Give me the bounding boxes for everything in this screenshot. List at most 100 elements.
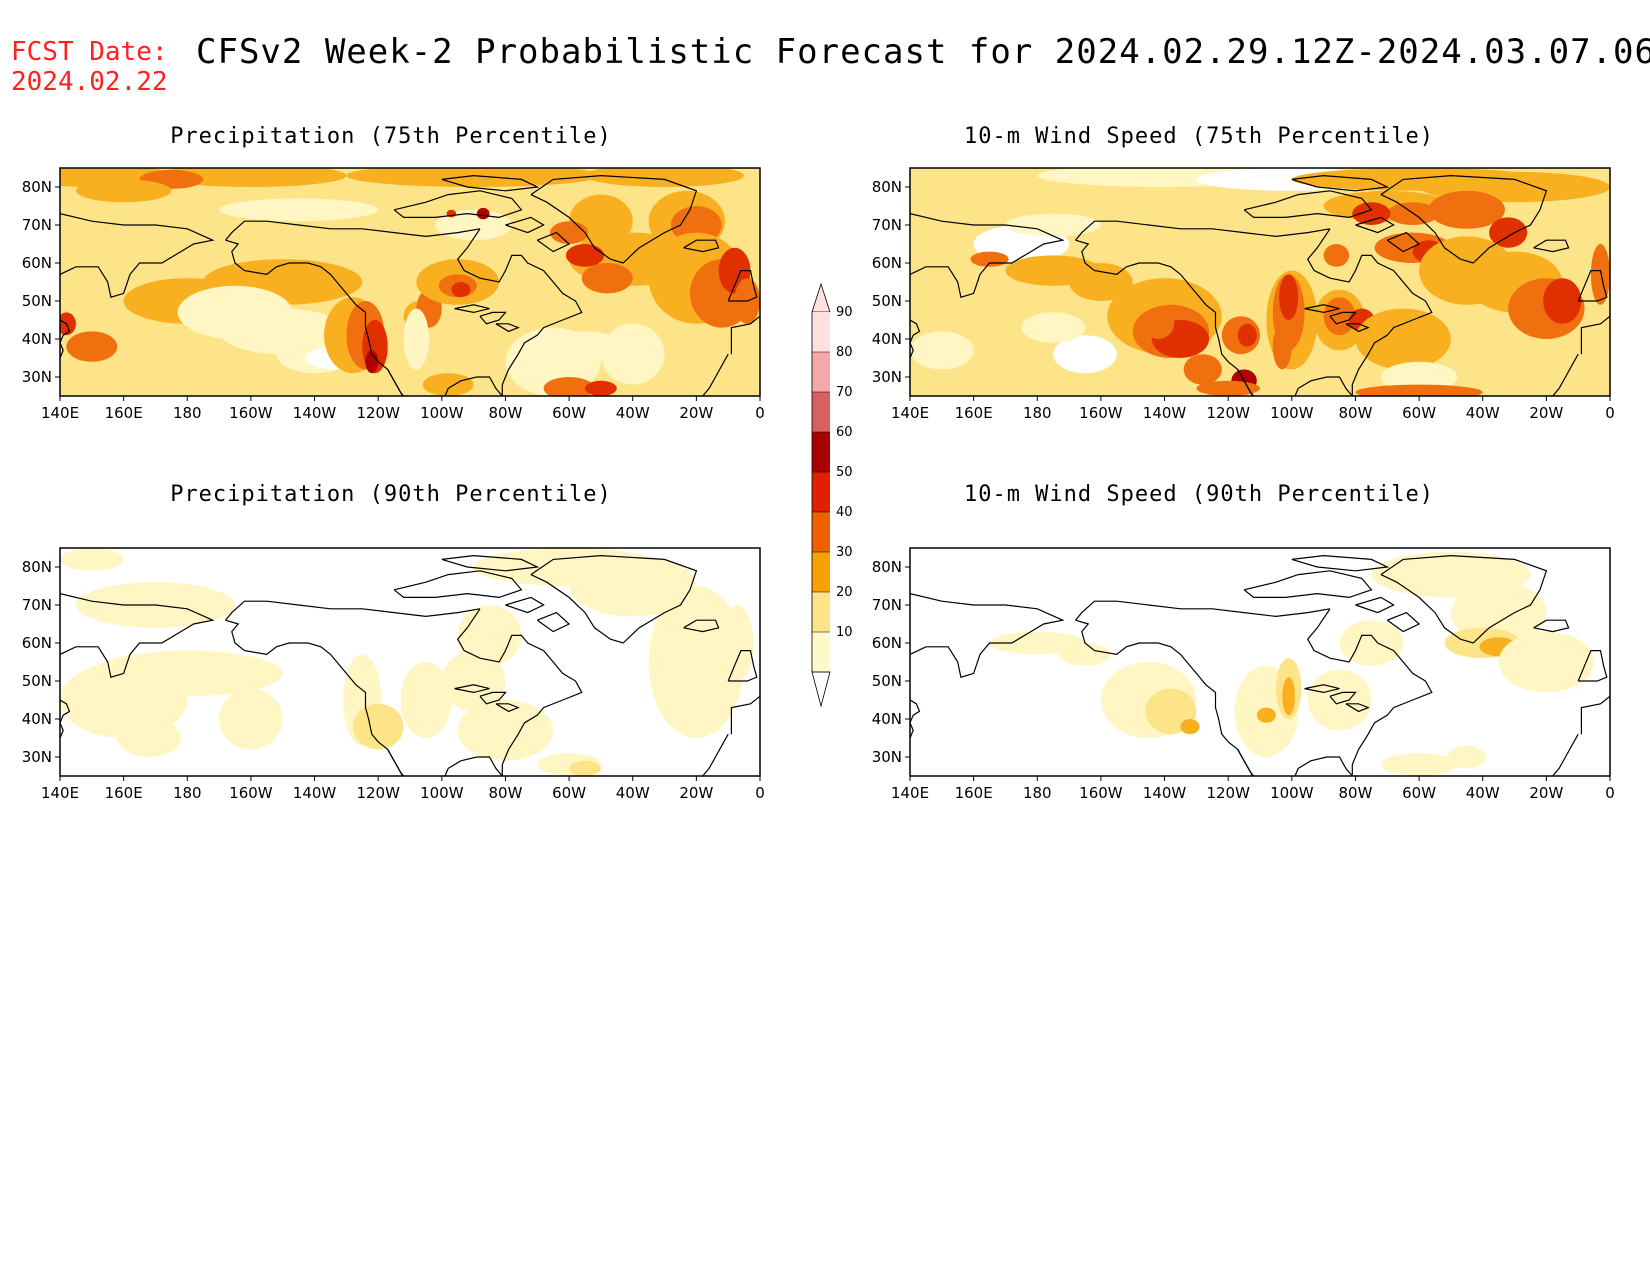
- coastline: [393, 570, 523, 599]
- probability-contour: [117, 719, 181, 757]
- lon-tick-label: 140W: [293, 404, 337, 422]
- coastline: [505, 216, 545, 234]
- lon-tick-label: 40W: [616, 404, 650, 422]
- coastline: [479, 691, 507, 705]
- probability-contour: [60, 662, 188, 738]
- colorbar-bottom-arrow: [811, 671, 831, 708]
- lat-tick-label: 30N: [22, 368, 52, 386]
- lon-tick-label: 160E: [105, 784, 143, 802]
- lon-tick-label: 160W: [1079, 784, 1123, 802]
- probability-contour: [1021, 312, 1085, 343]
- probability-contour: [1059, 643, 1111, 666]
- coastline: [456, 608, 583, 776]
- probability-contour: [451, 282, 471, 298]
- probability-contour: [1355, 384, 1483, 396]
- colorbar-label: 50: [836, 465, 853, 480]
- probability-contour: [219, 198, 379, 222]
- probability-contour: [648, 586, 745, 738]
- probability-contour: [1180, 719, 1200, 735]
- coastline: [495, 703, 520, 713]
- coastline: [479, 311, 507, 325]
- probability-contour: [581, 263, 633, 294]
- coastline: [225, 220, 481, 241]
- colorbar-label: 80: [836, 345, 853, 360]
- lon-tick-label: 40W: [1466, 404, 1500, 422]
- forecast-date: FCST Date: 2024.02.22: [11, 37, 168, 97]
- panel-title-wind75: 10-m Wind Speed (75th Percentile): [963, 124, 1435, 149]
- forecast-date-label: FCST Date:: [11, 37, 168, 67]
- coastline: [1380, 554, 1548, 644]
- coastline: [444, 756, 503, 776]
- probability-contour: [60, 548, 124, 571]
- colorbar-label: 70: [836, 385, 853, 400]
- coastline: [1386, 231, 1421, 253]
- probability-contour: [346, 168, 601, 187]
- coastline: [1355, 596, 1395, 614]
- coastline: [505, 596, 545, 614]
- colorbar-swatch: [812, 392, 830, 432]
- probability-contour: [1279, 274, 1299, 320]
- coastline: [441, 174, 540, 192]
- probability-contour: [66, 331, 118, 362]
- coastline: [730, 315, 760, 355]
- coastline: [727, 269, 758, 302]
- colorbar-swatch: [812, 352, 830, 392]
- probability-contour: [155, 168, 347, 187]
- coastline: [1345, 703, 1370, 713]
- coastline: [727, 649, 758, 682]
- coastline: [683, 239, 720, 253]
- probability-contour: [1489, 217, 1528, 248]
- lon-tick-label: 140E: [41, 784, 79, 802]
- coastline: [441, 554, 540, 572]
- coastline: [456, 228, 583, 396]
- probability-contour: [1069, 263, 1133, 301]
- coastline: [530, 174, 698, 264]
- coastline: [702, 733, 729, 776]
- probability-contour: [403, 308, 430, 370]
- coastline: [1580, 695, 1610, 735]
- colorbar-label: 60: [836, 425, 853, 440]
- lon-tick-label: 180: [1023, 404, 1052, 422]
- coastline: [910, 593, 1065, 678]
- lat-tick-label: 60N: [872, 634, 902, 652]
- lon-tick-label: 160W: [229, 404, 273, 422]
- coastline: [225, 600, 481, 621]
- lon-tick-label: 0: [1605, 784, 1615, 802]
- coastline: [495, 323, 520, 333]
- coastline: [1294, 756, 1353, 776]
- lon-tick-label: 140W: [1143, 404, 1187, 422]
- lon-tick-label: 160E: [955, 784, 993, 802]
- probability-contour: [543, 377, 595, 396]
- lon-tick-label: 100W: [1270, 404, 1314, 422]
- probability-contour: [1380, 753, 1458, 776]
- probability-contour: [1196, 380, 1260, 396]
- probability-contour: [1355, 308, 1451, 370]
- coastline: [1345, 323, 1370, 333]
- coastline: [1577, 649, 1608, 682]
- panel-title-precip75: Precipitation (75th Percentile): [170, 124, 612, 149]
- coastline: [1243, 190, 1373, 219]
- colorbar-swatch: [812, 512, 830, 552]
- probability-contour: [569, 555, 697, 617]
- coastline: [1237, 369, 1254, 396]
- probability-contour: [1498, 631, 1595, 693]
- probability-contour: [585, 380, 617, 396]
- colorbar-label: 30: [836, 545, 853, 560]
- probability-contour: [1307, 669, 1372, 731]
- colorbar: 90 80 70 60 50 40 30 20 10: [811, 282, 853, 708]
- lon-tick-label: 160E: [955, 404, 993, 422]
- colorbar-top-arrow: [811, 282, 831, 313]
- lat-tick-label: 40N: [872, 330, 902, 348]
- probability-contour: [1282, 677, 1295, 716]
- lat-tick-label: 50N: [22, 672, 52, 690]
- coastline: [536, 611, 571, 633]
- probability-contour: [1005, 213, 1101, 237]
- coastline: [387, 749, 404, 776]
- probability-contour: [721, 605, 754, 681]
- probability-contour: [1272, 323, 1292, 370]
- coastline: [1577, 269, 1608, 302]
- coastline: [530, 554, 698, 644]
- probability-contour: [1447, 745, 1486, 769]
- lat-tick-label: 80N: [872, 178, 902, 196]
- probability-contour: [352, 703, 404, 750]
